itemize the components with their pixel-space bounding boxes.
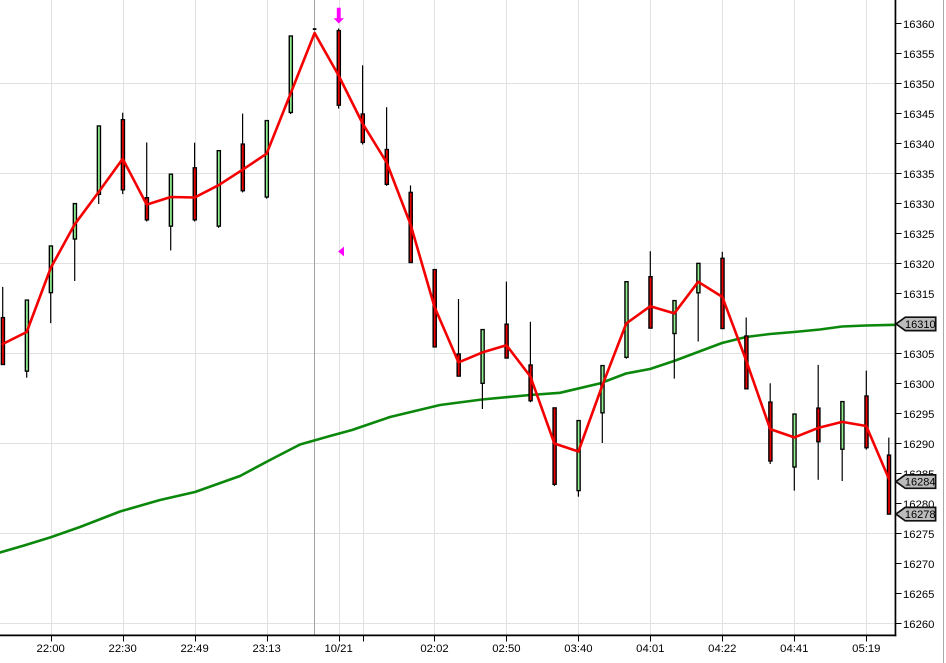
svg-text:04:41: 04:41 [780, 643, 808, 655]
svg-text:16275: 16275 [903, 529, 934, 541]
svg-text:16284: 16284 [905, 477, 936, 489]
svg-text:05:19: 05:19 [852, 643, 880, 655]
svg-text:16290: 16290 [903, 439, 934, 451]
svg-text:16360: 16360 [903, 19, 934, 31]
svg-text:22:30: 22:30 [109, 643, 137, 655]
svg-text:23:13: 23:13 [252, 643, 280, 655]
svg-text:16300: 16300 [903, 379, 934, 391]
svg-text:16335: 16335 [903, 169, 934, 181]
svg-text:16260: 16260 [903, 619, 934, 631]
svg-text:16270: 16270 [903, 559, 934, 571]
svg-text:16265: 16265 [903, 589, 934, 601]
svg-text:02:50: 02:50 [492, 643, 520, 655]
svg-text:16310: 16310 [905, 319, 936, 331]
svg-text:16350: 16350 [903, 79, 934, 91]
svg-text:16345: 16345 [903, 109, 934, 121]
svg-text:16320: 16320 [903, 259, 934, 271]
svg-text:22:00: 22:00 [37, 643, 65, 655]
svg-text:22:49: 22:49 [180, 643, 208, 655]
svg-text:16325: 16325 [903, 229, 934, 241]
svg-text:16305: 16305 [903, 349, 934, 361]
svg-text:04:22: 04:22 [708, 643, 736, 655]
svg-text:10/21: 10/21 [324, 643, 352, 655]
svg-text:02:02: 02:02 [420, 643, 448, 655]
svg-text:16355: 16355 [903, 49, 934, 61]
svg-text:03:40: 03:40 [564, 643, 592, 655]
svg-text:16315: 16315 [903, 289, 934, 301]
svg-text:04:01: 04:01 [636, 643, 664, 655]
svg-text:16330: 16330 [903, 199, 934, 211]
svg-text:16340: 16340 [903, 139, 934, 151]
svg-text:16295: 16295 [903, 409, 934, 421]
svg-text:16278: 16278 [905, 509, 936, 521]
